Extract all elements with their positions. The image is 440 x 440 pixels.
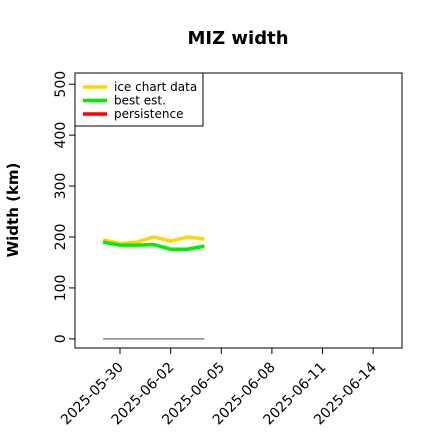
y-tick-label: 200 <box>53 224 69 251</box>
y-tick-label: 400 <box>53 122 69 149</box>
chart-title: MIZ width <box>187 28 288 49</box>
y-tick-label: 300 <box>53 173 69 200</box>
y-axis-label: Width (km) <box>4 163 22 258</box>
y-tick-label: 100 <box>53 275 69 302</box>
series-line <box>102 235 205 246</box>
y-tick-label: 0 <box>53 334 69 343</box>
legend-label: best est. <box>114 94 166 108</box>
series-line <box>102 240 205 251</box>
plot-frame <box>74 72 403 349</box>
y-tick-label: 500 <box>53 71 69 98</box>
legend-label: ice chart data <box>114 80 197 94</box>
legend-label: persistence <box>114 107 183 121</box>
